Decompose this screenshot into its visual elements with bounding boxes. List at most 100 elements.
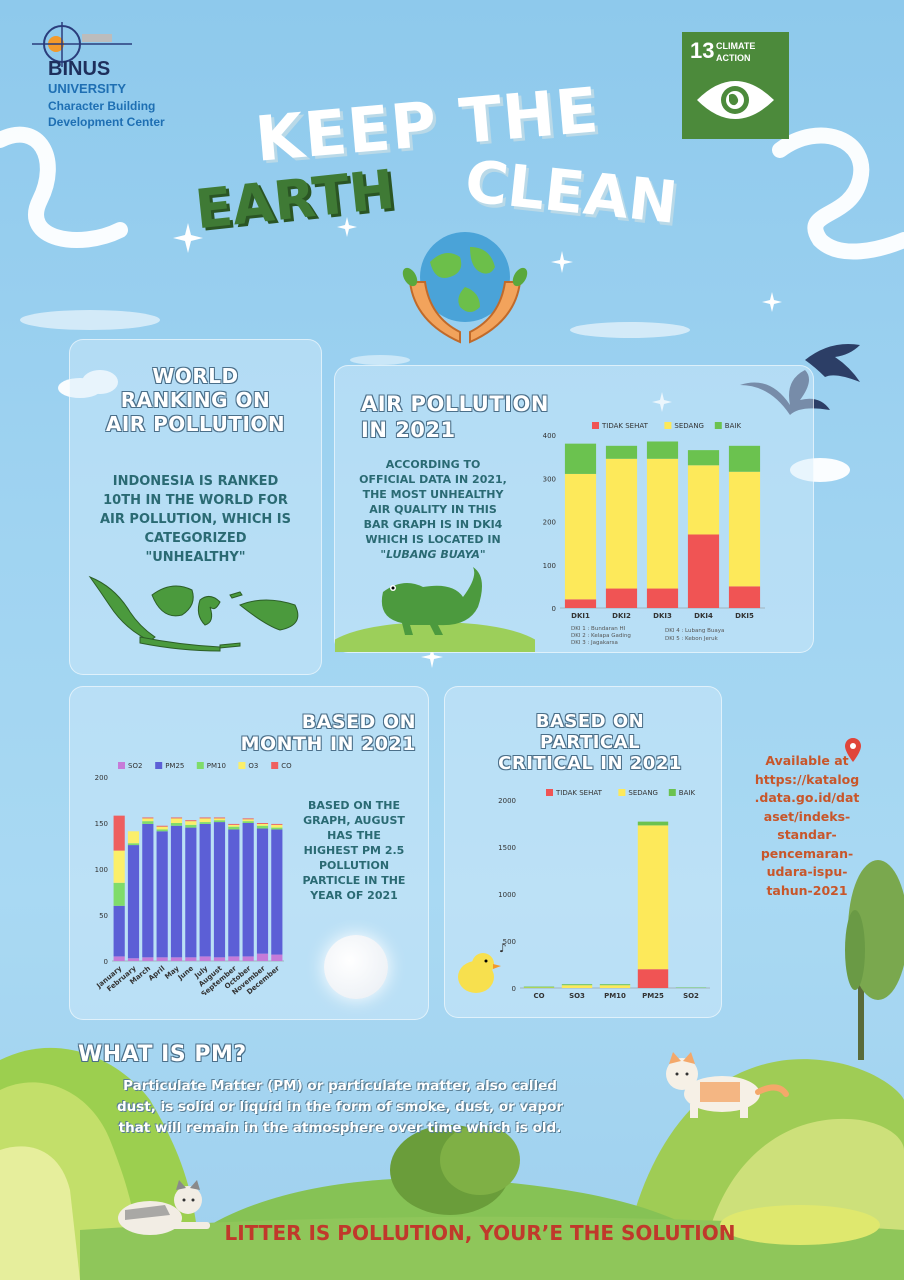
bar-segment — [199, 817, 211, 819]
bar-segment — [213, 957, 226, 961]
sdg-label-2: ACTION — [716, 53, 751, 63]
bar-segment — [156, 825, 168, 827]
legend-swatch — [664, 422, 672, 429]
bar-segment — [113, 882, 125, 906]
bar-segment — [564, 473, 597, 600]
sdg-label-1: CLIMATE — [716, 41, 756, 51]
bar-segment — [127, 831, 140, 844]
bar-segment — [113, 956, 125, 961]
bar-segment — [728, 471, 761, 587]
dki-note-2: DKI 2 : Kelapa Gading — [571, 633, 631, 639]
source-line-7: udara-ispu- — [766, 864, 848, 879]
bar-segment — [185, 820, 197, 822]
bar-segment — [271, 829, 283, 955]
bar-segment — [199, 823, 211, 957]
orange-cat-icon — [666, 1052, 789, 1118]
month-text-5: POLLUTION — [318, 859, 390, 872]
bar-segment — [256, 823, 269, 826]
bar-segment — [637, 825, 669, 970]
legend-swatch — [592, 422, 599, 429]
air-pollution-text-3: THE MOST UNHEALTHY — [362, 488, 504, 501]
dki-note-1: DKI 1 : Bundaran HI — [571, 626, 626, 632]
globe-hands-icon — [402, 232, 528, 344]
month-text-3: HAS THE — [327, 829, 381, 842]
legend-label: PM10 — [207, 762, 226, 770]
air-pollution-title-2: IN 2021 — [361, 418, 456, 442]
bar-segment — [687, 534, 720, 608]
air-pollution-text-5: BAR GRAPH IS IN DKI4 — [363, 518, 503, 531]
legend-label: SEDANG — [674, 422, 704, 430]
month-text-1: BASED ON THE — [308, 799, 400, 812]
x-tick-label: PM10 — [604, 992, 626, 1000]
air-pollution-text-2: OFFICIAL DATA IN 2021, — [359, 473, 507, 486]
legend-label: BAIK — [725, 422, 742, 430]
bar-segment — [242, 821, 254, 823]
sdg-badge: 13 CLIMATE ACTION — [682, 32, 789, 139]
bar-segment — [605, 588, 638, 608]
bar-segment — [170, 957, 183, 961]
legend-swatch — [118, 762, 125, 769]
brand-center-line2: Development Center — [48, 115, 165, 129]
legend-swatch — [155, 762, 163, 769]
bar-segment — [242, 956, 254, 961]
partical-title-1: BASED ON — [535, 711, 645, 732]
y-tick-label: 150 — [95, 820, 108, 828]
x-tick-label: PM25 — [642, 992, 664, 1000]
bar-segment — [605, 458, 638, 589]
legend-swatch — [714, 422, 722, 429]
bar-segment — [199, 818, 211, 823]
bar-segment — [256, 828, 269, 954]
legend-label: CO — [281, 762, 292, 770]
indonesia-map-icon — [88, 575, 299, 652]
bar-segment — [637, 821, 669, 826]
location-pin-icon — [845, 738, 861, 762]
source-line-3: .data.go.id/dat — [754, 790, 860, 805]
x-tick-label: DKI2 — [612, 612, 631, 620]
swallow-bird-icon — [740, 344, 860, 415]
world-ranking-title-3: AIR POLLUTION — [105, 412, 286, 436]
bar-segment — [271, 827, 283, 830]
x-tick-label: DKI5 — [735, 612, 754, 620]
footer-slogan: LITTER IS POLLUTION, YOUR’E THE SOLUTION — [224, 1221, 736, 1245]
bar-segment — [142, 817, 154, 819]
bar-segment — [156, 831, 168, 958]
what-is-pm-text: Particulate Matter (PM) or particulate m… — [70, 1076, 610, 1139]
sdg-number: 13 — [690, 38, 715, 63]
month-title-2: MONTH IN 2021 — [240, 733, 416, 755]
bar-segment — [213, 817, 226, 819]
bar-segment — [199, 822, 211, 824]
bar-segment — [228, 956, 240, 961]
bar-segment — [242, 818, 254, 820]
bar-segment — [142, 823, 154, 958]
legend-label: TIDAK SEHAT — [601, 422, 649, 430]
source-line-6: pencemaran- — [760, 845, 854, 861]
bar-segment — [637, 969, 669, 988]
bar-segment — [256, 825, 269, 829]
world-ranking-text-1: INDONESIA IS RANKED — [112, 474, 279, 489]
air-pollution-text-1: ACCORDING TO — [385, 458, 481, 471]
bar-segment — [599, 984, 631, 986]
source-link[interactable]: Available at https://katalog .data.go.id… — [742, 752, 872, 900]
bar-segment — [646, 458, 679, 589]
month-text-6: PARTICLE IN THE — [302, 874, 406, 887]
x-tick-label: SO3 — [569, 992, 585, 1000]
source-line-8: tahun-2021 — [766, 882, 848, 898]
legend-swatch — [196, 762, 204, 769]
bar-segment — [213, 818, 226, 821]
bar-segment — [156, 829, 168, 832]
month-text-4: HIGHEST PM 2.5 — [303, 844, 405, 857]
bar-segment — [564, 443, 597, 474]
bar-segment — [271, 824, 283, 828]
y-tick-label: 500 — [503, 938, 516, 946]
eye-globe-icon — [697, 81, 774, 119]
bar-segment — [156, 957, 168, 961]
bar-segment — [228, 823, 240, 825]
bar-segment — [271, 954, 283, 961]
grey-cat-icon — [118, 1180, 210, 1235]
binus-emblem-icon — [32, 22, 132, 67]
brand-center-line1: Character Building — [48, 99, 156, 113]
bar-segment — [646, 588, 679, 608]
y-tick-label: 2000 — [498, 797, 516, 805]
dki-note-4: DKI 4 : Lubang Buaya — [665, 628, 725, 634]
bar-segment — [687, 450, 720, 466]
